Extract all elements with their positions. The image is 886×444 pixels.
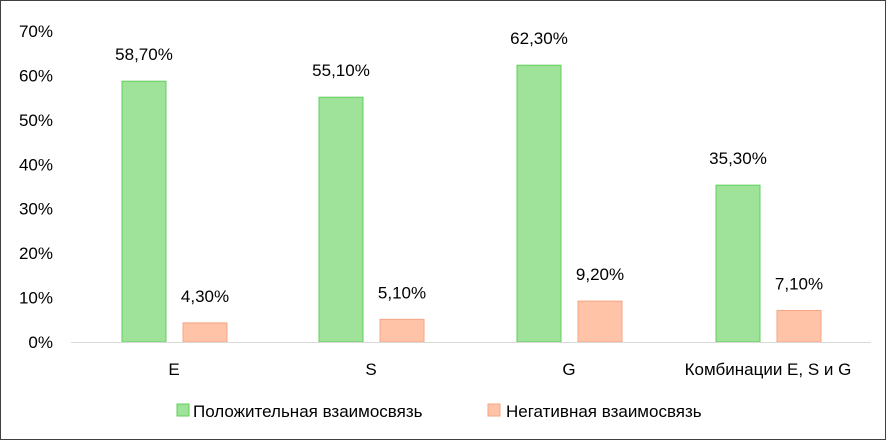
legend-label: Негативная взаимосвязь [506,402,702,421]
bar-data-label: 4,30% [181,287,229,306]
bar-data-label: 7,10% [775,274,823,293]
bar-positive [715,184,761,343]
y-tick-label: 40% [19,155,53,174]
bar-data-label: 5,10% [378,283,426,302]
x-category-label: S [365,360,376,379]
bar-data-label: 9,20% [576,265,624,284]
bar-positive [121,80,167,343]
bar-negative [776,309,822,343]
y-tick-label: 70% [19,22,53,41]
data-labels-group: 58,70% 55,10% 62,30% 35,30% 4,30% 5,10% 9,20% 7… [115,29,823,306]
bar-data-label: 35,30% [709,149,767,168]
y-tick-label: 30% [19,200,53,219]
bar-data-label: 62,30% [510,29,568,48]
legend: Положительная взаимосвязь Негативная взаи… [176,402,702,421]
y-tick-label: 60% [19,66,53,85]
bars-group [121,64,822,343]
bar-negative [379,318,425,343]
y-tick-label: 0% [28,333,53,352]
bar-negative [577,300,623,343]
x-axis-categories: E S G Комбинации E, S и G [168,360,851,379]
x-category-label: G [562,360,575,379]
bar-positive [318,96,364,343]
bar-data-label: 58,70% [115,45,173,64]
bar-positive [516,64,562,343]
legend-label: Положительная взаимосвязь [193,402,423,421]
legend-swatch [176,403,190,417]
x-category-label: Комбинации E, S и G [685,360,852,379]
y-tick-label: 50% [19,111,53,130]
legend-swatch [487,403,501,417]
bar-data-label: 55,10% [312,61,370,80]
x-category-label: E [168,360,179,379]
bar-negative [182,322,228,343]
y-axis-ticks: 0% 10% 20% 30% 40% 50% 60% 70% [19,22,53,352]
y-tick-label: 20% [19,244,53,263]
y-tick-label: 10% [19,289,53,308]
